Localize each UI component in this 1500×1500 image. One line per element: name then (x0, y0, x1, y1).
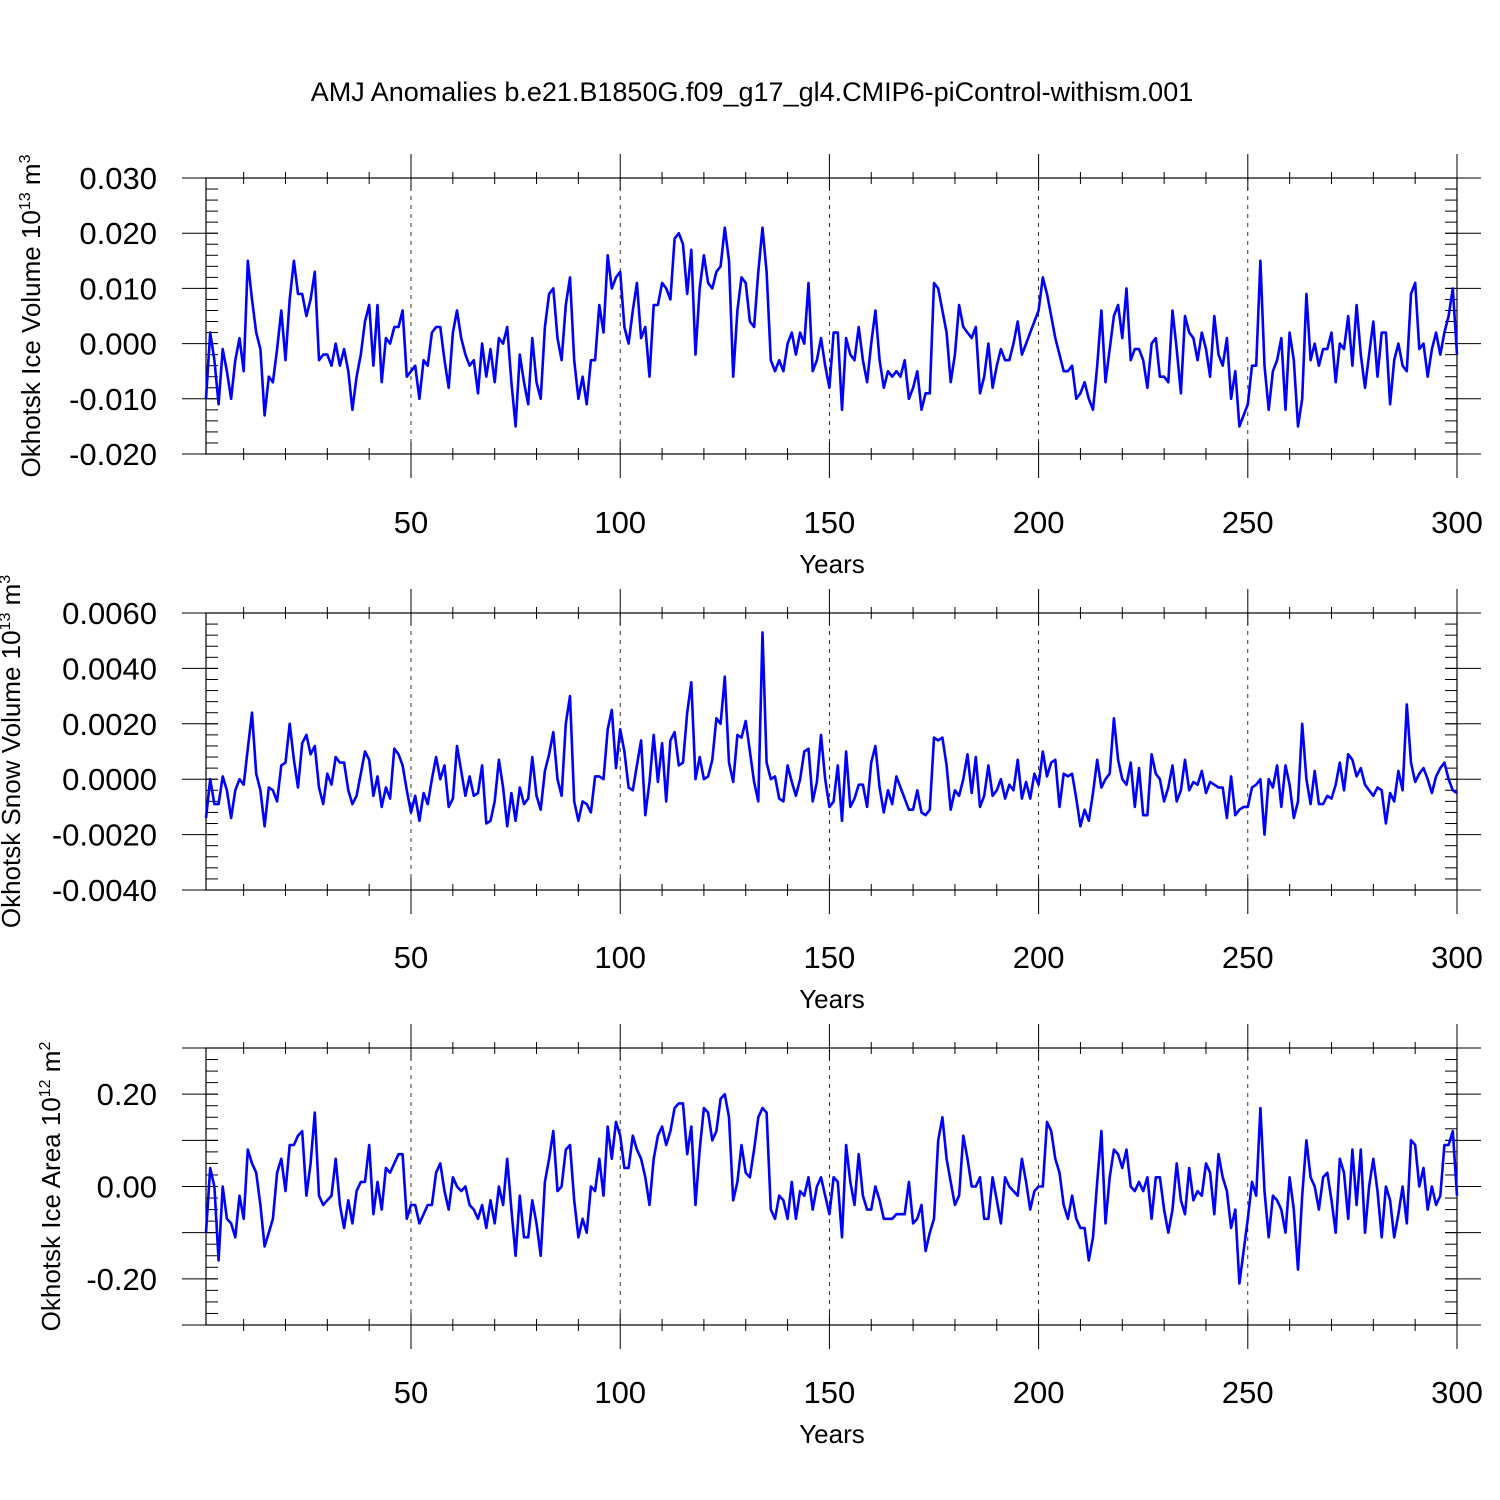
y-tick-label: 0.0000 (62, 762, 157, 797)
panel-3: -0.20 0.00 0.20 50 100 150 200 250 300 Years Okhot… (36, 1024, 1483, 1449)
y-tick-label: -0.020 (69, 437, 157, 472)
y-axis-title-unit_exp: 2 (37, 1042, 54, 1051)
x-tick-label: 100 (594, 505, 646, 540)
y-axis-title-exp: 12 (37, 1079, 54, 1097)
x-tick-label: 250 (1222, 1375, 1274, 1410)
y-axis-title-exp: 13 (0, 613, 14, 631)
y-tick-label: 0.00 (97, 1170, 157, 1205)
x-tick-label: 100 (594, 940, 646, 975)
x-tick-label: 300 (1431, 505, 1483, 540)
x-tick-label: 300 (1431, 940, 1483, 975)
x-tick-label: 200 (1013, 505, 1065, 540)
y-tick-label: 0.0020 (62, 707, 157, 742)
series-line (204, 631, 1458, 836)
x-axis-title: Years (799, 984, 865, 1014)
series-line (204, 1092, 1459, 1285)
plot-frame (205, 612, 1458, 891)
x-tick-label: 150 (804, 1375, 856, 1410)
y-tick-label: 0.010 (79, 271, 157, 306)
y-axis-title-unit_exp: 3 (0, 575, 14, 584)
y-tick-label: 0.030 (79, 161, 157, 196)
x-tick-label: 50 (394, 505, 428, 540)
y-axis-title-exp: 13 (17, 192, 34, 210)
x-axis-title: Years (799, 1419, 865, 1449)
x-tick-label: 300 (1431, 1375, 1483, 1410)
y-tick-label: -0.0040 (52, 873, 157, 908)
x-tick-label: 100 (594, 1375, 646, 1410)
y-tick-label: 0.0040 (62, 651, 157, 686)
y-tick-label: 0.000 (79, 327, 157, 362)
figure-title: AMJ Anomalies b.e21.B1850G.f09_g17_gl4.C… (311, 77, 1193, 107)
y-tick-label: 0.020 (79, 216, 157, 251)
x-tick-label: 150 (804, 940, 856, 975)
y-axis-title-unit: m (0, 584, 26, 613)
y-axis-title: Okhotsk Ice Area 1012 m2 (36, 1042, 66, 1332)
x-tick-label: 200 (1013, 940, 1065, 975)
y-tick-label: -0.20 (86, 1262, 157, 1297)
x-tick-label: 200 (1013, 1375, 1065, 1410)
y-axis-title: Okhotsk Ice Volume 1013 m3 (16, 154, 46, 477)
y-axis-title-unit_exp: 3 (17, 154, 34, 163)
panel-2: -0.0040 -0.0020 0.0000 0.0020 0.0040 0.0060 50… (0, 575, 1483, 1014)
x-axis-title: Years (799, 549, 865, 579)
x-tick-label: 250 (1222, 940, 1274, 975)
y-tick-label: 0.20 (97, 1077, 157, 1112)
series-line (204, 226, 1459, 428)
y-tick-label: -0.010 (69, 382, 157, 417)
panel-1: -0.020 -0.010 0.000 0.010 0.020 0.030 50 100 150… (16, 154, 1483, 579)
y-axis-title-base: Okhotsk Snow Volume 10 (0, 630, 26, 928)
plot-frame (205, 177, 1458, 455)
y-axis-title-unit: m (16, 163, 46, 192)
x-tick-label: 150 (804, 505, 856, 540)
y-tick-label: -0.0020 (52, 818, 157, 853)
y-axis-title-unit: m (36, 1051, 66, 1080)
x-tick-label: 250 (1222, 505, 1274, 540)
x-tick-label: 50 (394, 940, 428, 975)
y-axis-title: Okhotsk Snow Volume 1013 m3 (0, 575, 26, 928)
y-axis-title-base: Okhotsk Ice Area 10 (36, 1097, 66, 1331)
y-axis-title-base: Okhotsk Ice Volume 10 (16, 210, 46, 477)
x-tick-label: 50 (394, 1375, 428, 1410)
y-tick-label: 0.0060 (62, 596, 157, 631)
